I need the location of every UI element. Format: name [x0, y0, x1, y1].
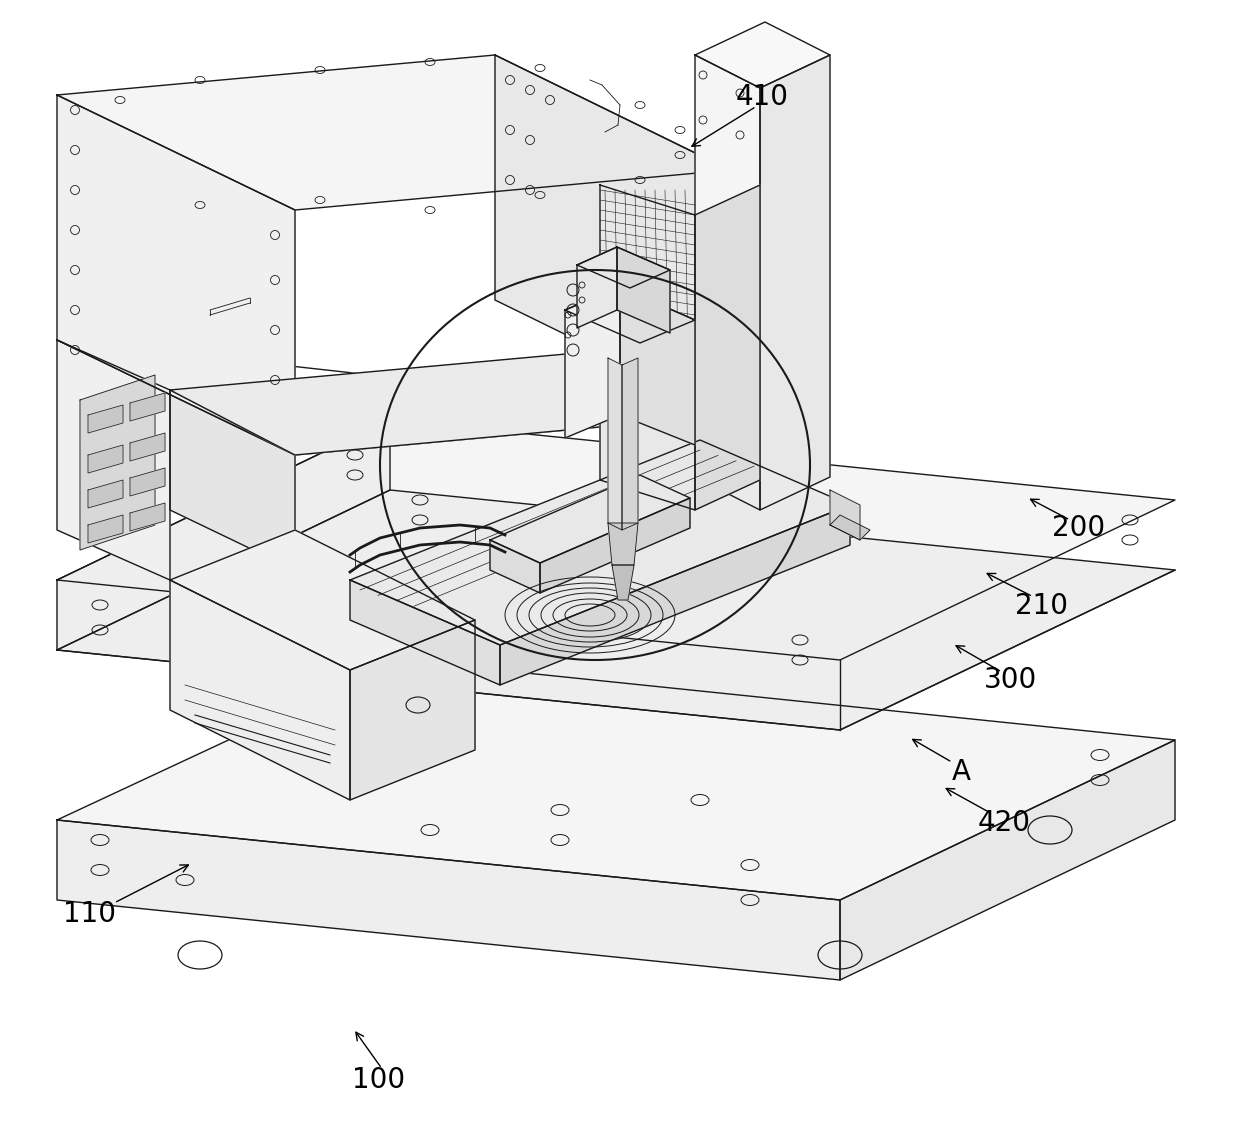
Polygon shape — [130, 393, 165, 421]
Polygon shape — [608, 523, 639, 565]
Polygon shape — [490, 539, 539, 593]
Polygon shape — [495, 55, 730, 415]
Polygon shape — [170, 580, 350, 800]
Polygon shape — [830, 490, 861, 539]
Polygon shape — [577, 247, 618, 328]
Polygon shape — [490, 475, 689, 563]
Polygon shape — [57, 419, 391, 650]
Polygon shape — [88, 405, 123, 433]
Polygon shape — [57, 820, 839, 980]
Polygon shape — [130, 433, 165, 461]
Text: 110: 110 — [63, 901, 115, 928]
Polygon shape — [608, 358, 622, 530]
Polygon shape — [57, 490, 1176, 730]
Polygon shape — [539, 498, 689, 593]
Polygon shape — [57, 339, 170, 580]
Polygon shape — [81, 375, 155, 550]
Polygon shape — [839, 740, 1176, 980]
Polygon shape — [88, 480, 123, 507]
Polygon shape — [350, 440, 849, 645]
Polygon shape — [577, 247, 670, 288]
Polygon shape — [57, 55, 730, 210]
Polygon shape — [350, 580, 500, 685]
Polygon shape — [57, 95, 295, 455]
Polygon shape — [620, 287, 694, 445]
Polygon shape — [565, 287, 620, 438]
Polygon shape — [130, 503, 165, 531]
Polygon shape — [830, 515, 870, 539]
Polygon shape — [350, 620, 475, 800]
Polygon shape — [170, 350, 730, 455]
Polygon shape — [170, 530, 475, 670]
Polygon shape — [57, 419, 1176, 660]
Text: 210: 210 — [1016, 592, 1068, 620]
Polygon shape — [613, 565, 634, 600]
Polygon shape — [88, 515, 123, 543]
Text: 410: 410 — [737, 83, 789, 111]
Text: A: A — [951, 758, 971, 785]
Polygon shape — [760, 55, 830, 510]
Text: 300: 300 — [985, 666, 1037, 694]
Text: 100: 100 — [352, 1066, 404, 1094]
Polygon shape — [130, 467, 165, 496]
Polygon shape — [57, 660, 1176, 900]
Polygon shape — [170, 390, 295, 570]
Text: 420: 420 — [978, 809, 1030, 837]
Polygon shape — [694, 55, 760, 510]
Polygon shape — [694, 22, 830, 88]
Polygon shape — [618, 247, 670, 333]
Text: 200: 200 — [1053, 514, 1105, 542]
Polygon shape — [622, 358, 639, 530]
Polygon shape — [500, 505, 849, 685]
Polygon shape — [565, 287, 694, 343]
Polygon shape — [600, 185, 694, 510]
Polygon shape — [88, 445, 123, 473]
Polygon shape — [694, 185, 760, 510]
